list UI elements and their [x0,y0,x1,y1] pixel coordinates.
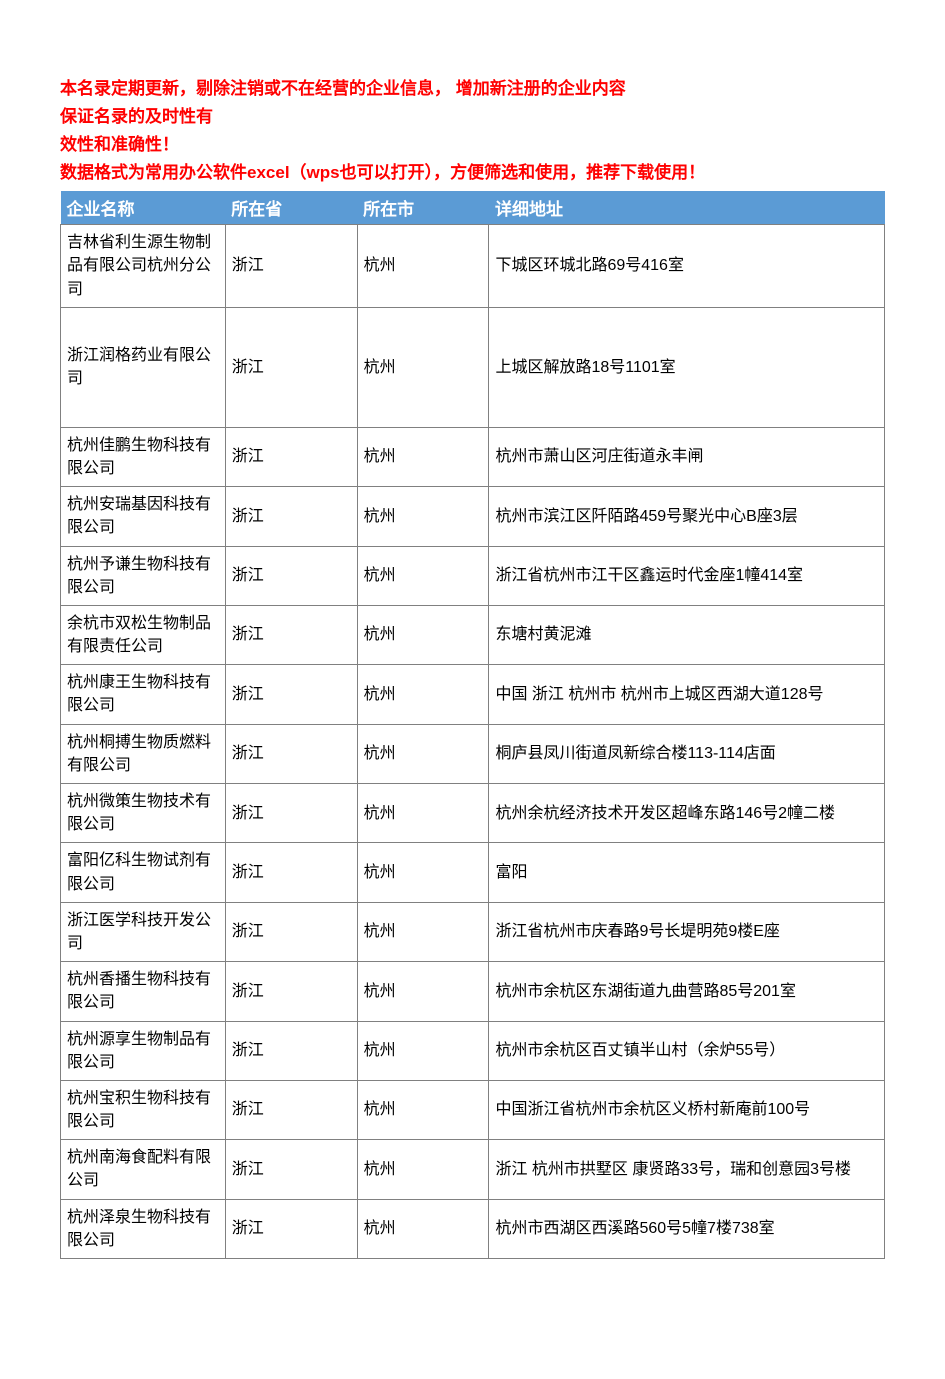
table-row: 余杭市双松生物制品有限责任公司浙江杭州东塘村黄泥滩 [61,605,885,664]
cell-address: 东塘村黄泥滩 [489,605,885,664]
intro-line-2: 保证名录的及时性有 [60,103,885,131]
cell-company-name: 浙江润格药业有限公司 [61,307,226,427]
cell-city: 杭州 [357,1080,489,1139]
table-row: 浙江润格药业有限公司浙江杭州上城区解放路18号1101室 [61,307,885,427]
table-row: 浙江医学科技开发公司浙江杭州浙江省杭州市庆春路9号长堤明苑9楼E座 [61,902,885,961]
cell-province: 浙江 [225,225,357,308]
table-row: 杭州康王生物科技有限公司浙江杭州中国 浙江 杭州市 杭州市上城区西湖大道128号 [61,665,885,724]
table-row: 杭州泽泉生物科技有限公司浙江杭州杭州市西湖区西溪路560号5幢7楼738室 [61,1199,885,1258]
cell-company-name: 余杭市双松生物制品有限责任公司 [61,605,226,664]
cell-company-name: 杭州南海食配料有限公司 [61,1140,226,1199]
cell-address: 桐庐县凤川街道凤新综合楼113-114店面 [489,724,885,783]
cell-province: 浙江 [225,307,357,427]
cell-address: 富阳 [489,843,885,902]
table-row: 杭州微策生物技术有限公司浙江杭州杭州余杭经济技术开发区超峰东路146号2幢二楼 [61,784,885,843]
cell-city: 杭州 [357,1021,489,1080]
cell-province: 浙江 [225,487,357,546]
cell-city: 杭州 [357,1199,489,1258]
cell-province: 浙江 [225,427,357,486]
cell-province: 浙江 [225,784,357,843]
cell-company-name: 杭州康王生物科技有限公司 [61,665,226,724]
cell-address: 杭州余杭经济技术开发区超峰东路146号2幢二楼 [489,784,885,843]
cell-company-name: 杭州源享生物制品有限公司 [61,1021,226,1080]
cell-company-name: 富阳亿科生物试剂有限公司 [61,843,226,902]
table-header-row: 企业名称 所在省 所在市 详细地址 [61,191,885,225]
table-row: 杭州安瑞基因科技有限公司浙江杭州杭州市滨江区阡陌路459号聚光中心B座3层 [61,487,885,546]
cell-city: 杭州 [357,665,489,724]
cell-city: 杭州 [357,605,489,664]
cell-city: 杭州 [357,724,489,783]
cell-province: 浙江 [225,605,357,664]
table-row: 杭州宝积生物科技有限公司浙江杭州中国浙江省杭州市余杭区义桥村新庵前100号 [61,1080,885,1139]
intro-text-block: 本名录定期更新，剔除注销或不在经营的企业信息， 增加新注册的企业内容 保证名录的… [60,75,885,187]
cell-company-name: 杭州安瑞基因科技有限公司 [61,487,226,546]
cell-province: 浙江 [225,1021,357,1080]
cell-address: 杭州市萧山区河庄街道永丰闸 [489,427,885,486]
table-row: 吉林省利生源生物制品有限公司杭州分公司浙江杭州下城区环城北路69号416室 [61,225,885,308]
cell-city: 杭州 [357,1140,489,1199]
cell-address: 浙江 杭州市拱墅区 康贤路33号，瑞和创意园3号楼 [489,1140,885,1199]
intro-line-4: 数据格式为常用办公软件excel（wps也可以打开），方便筛选和使用，推荐下载使… [60,159,885,187]
cell-address: 上城区解放路18号1101室 [489,307,885,427]
cell-city: 杭州 [357,902,489,961]
cell-province: 浙江 [225,546,357,605]
cell-address: 浙江省杭州市江干区鑫运时代金座1幢414室 [489,546,885,605]
cell-address: 浙江省杭州市庆春路9号长堤明苑9楼E座 [489,902,885,961]
cell-province: 浙江 [225,1080,357,1139]
cell-city: 杭州 [357,962,489,1021]
header-address: 详细地址 [489,191,885,225]
header-province: 所在省 [225,191,357,225]
cell-address: 杭州市余杭区百丈镇半山村（余炉55号） [489,1021,885,1080]
cell-company-name: 吉林省利生源生物制品有限公司杭州分公司 [61,225,226,308]
table-body: 吉林省利生源生物制品有限公司杭州分公司浙江杭州下城区环城北路69号416室浙江润… [61,225,885,1259]
table-row: 杭州予谦生物科技有限公司浙江杭州浙江省杭州市江干区鑫运时代金座1幢414室 [61,546,885,605]
cell-address: 中国浙江省杭州市余杭区义桥村新庵前100号 [489,1080,885,1139]
intro-line-3: 效性和准确性！ [60,131,885,159]
cell-company-name: 杭州宝积生物科技有限公司 [61,1080,226,1139]
table-row: 杭州香播生物科技有限公司浙江杭州杭州市余杭区东湖街道九曲营路85号201室 [61,962,885,1021]
cell-city: 杭州 [357,784,489,843]
table-row: 杭州南海食配料有限公司浙江杭州浙江 杭州市拱墅区 康贤路33号，瑞和创意园3号楼 [61,1140,885,1199]
cell-company-name: 杭州微策生物技术有限公司 [61,784,226,843]
company-table: 企业名称 所在省 所在市 详细地址 吉林省利生源生物制品有限公司杭州分公司浙江杭… [60,191,885,1259]
cell-province: 浙江 [225,665,357,724]
table-row: 杭州源享生物制品有限公司浙江杭州杭州市余杭区百丈镇半山村（余炉55号） [61,1021,885,1080]
cell-city: 杭州 [357,307,489,427]
cell-company-name: 杭州泽泉生物科技有限公司 [61,1199,226,1258]
cell-address: 杭州市西湖区西溪路560号5幢7楼738室 [489,1199,885,1258]
cell-province: 浙江 [225,1140,357,1199]
cell-city: 杭州 [357,427,489,486]
cell-address: 中国 浙江 杭州市 杭州市上城区西湖大道128号 [489,665,885,724]
cell-city: 杭州 [357,487,489,546]
intro-line-1: 本名录定期更新，剔除注销或不在经营的企业信息， 增加新注册的企业内容 [60,75,885,103]
cell-address: 下城区环城北路69号416室 [489,225,885,308]
cell-address: 杭州市滨江区阡陌路459号聚光中心B座3层 [489,487,885,546]
cell-province: 浙江 [225,724,357,783]
cell-company-name: 杭州佳鹏生物科技有限公司 [61,427,226,486]
cell-province: 浙江 [225,902,357,961]
cell-company-name: 浙江医学科技开发公司 [61,902,226,961]
header-name: 企业名称 [61,191,226,225]
table-row: 富阳亿科生物试剂有限公司浙江杭州富阳 [61,843,885,902]
table-row: 杭州桐搏生物质燃料有限公司浙江杭州桐庐县凤川街道凤新综合楼113-114店面 [61,724,885,783]
cell-province: 浙江 [225,1199,357,1258]
cell-city: 杭州 [357,843,489,902]
cell-province: 浙江 [225,962,357,1021]
header-city: 所在市 [357,191,489,225]
cell-company-name: 杭州桐搏生物质燃料有限公司 [61,724,226,783]
cell-address: 杭州市余杭区东湖街道九曲营路85号201室 [489,962,885,1021]
cell-company-name: 杭州香播生物科技有限公司 [61,962,226,1021]
table-row: 杭州佳鹏生物科技有限公司浙江杭州杭州市萧山区河庄街道永丰闸 [61,427,885,486]
cell-city: 杭州 [357,225,489,308]
cell-city: 杭州 [357,546,489,605]
cell-company-name: 杭州予谦生物科技有限公司 [61,546,226,605]
cell-province: 浙江 [225,843,357,902]
